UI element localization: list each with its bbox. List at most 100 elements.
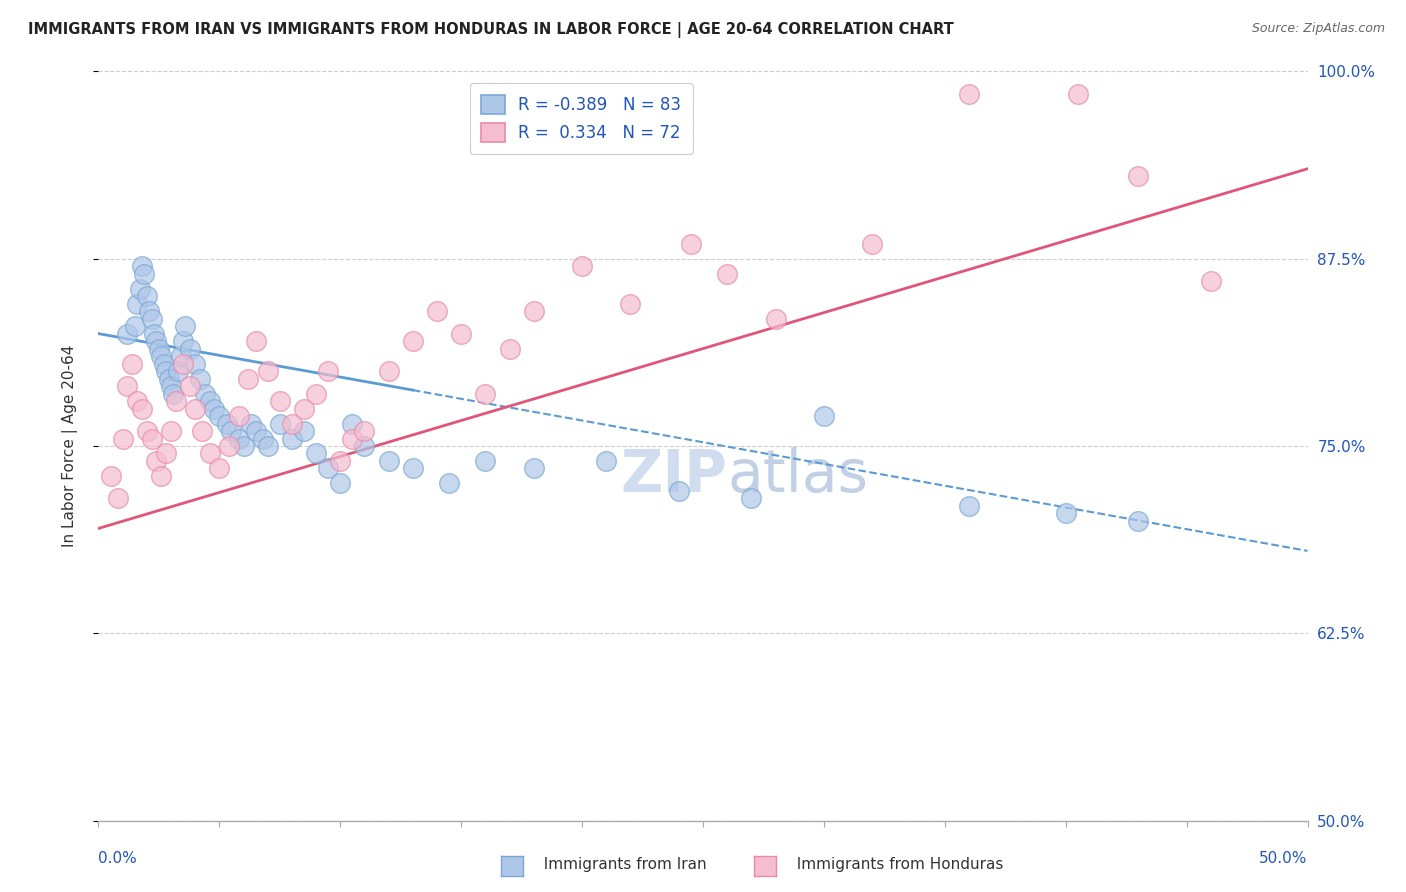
- Point: [208, 409, 231, 423]
- Point: [150, 349, 173, 363]
- Text: Immigrants from Honduras: Immigrants from Honduras: [787, 857, 1004, 872]
- Point: [215, 417, 238, 431]
- Point: [179, 379, 201, 393]
- Point: [124, 319, 146, 334]
- Point: [342, 432, 364, 446]
- Point: [245, 334, 267, 348]
- Point: [198, 446, 221, 460]
- Point: [239, 417, 262, 431]
- Point: [571, 259, 593, 273]
- Point: [148, 342, 170, 356]
- Point: [281, 417, 304, 431]
- Point: [1128, 514, 1150, 528]
- Point: [162, 386, 184, 401]
- Point: [100, 469, 122, 483]
- Point: [198, 394, 221, 409]
- Point: [292, 424, 315, 438]
- Point: [145, 454, 167, 468]
- Point: [191, 424, 214, 438]
- Point: [155, 364, 177, 378]
- Text: ZIP: ZIP: [620, 448, 727, 505]
- Point: [157, 371, 180, 385]
- Point: [169, 349, 191, 363]
- Point: [765, 311, 787, 326]
- Point: [523, 461, 546, 475]
- Point: [160, 424, 183, 438]
- Point: [188, 371, 211, 385]
- Point: [160, 379, 183, 393]
- Point: [256, 439, 278, 453]
- Point: [117, 379, 139, 393]
- Point: [238, 371, 260, 385]
- Point: [131, 259, 153, 273]
- Point: [184, 401, 207, 416]
- Point: [474, 386, 496, 401]
- Point: [134, 267, 156, 281]
- Point: [245, 424, 267, 438]
- Point: [498, 342, 520, 356]
- Point: [141, 311, 163, 326]
- Point: [269, 417, 291, 431]
- Point: [208, 461, 231, 475]
- Point: [167, 364, 190, 378]
- Point: [292, 401, 315, 416]
- Point: [121, 357, 143, 371]
- Point: [305, 386, 328, 401]
- Text: atlas: atlas: [727, 448, 868, 505]
- Point: [145, 334, 167, 348]
- Point: [179, 342, 201, 356]
- Point: [138, 304, 160, 318]
- Point: [377, 364, 399, 378]
- Text: Immigrants from Iran: Immigrants from Iran: [534, 857, 707, 872]
- Point: [353, 424, 375, 438]
- Point: [172, 334, 194, 348]
- Point: [1128, 169, 1150, 184]
- Point: [135, 424, 157, 438]
- Point: [127, 394, 149, 409]
- Point: [174, 319, 197, 334]
- Point: [402, 334, 425, 348]
- Point: [402, 461, 425, 475]
- Text: 50.0%: 50.0%: [1260, 851, 1308, 866]
- Point: [228, 432, 250, 446]
- Point: [107, 491, 129, 506]
- Point: [155, 446, 177, 460]
- Point: [740, 491, 762, 506]
- Text: IMMIGRANTS FROM IRAN VS IMMIGRANTS FROM HONDURAS IN LABOR FORCE | AGE 20-64 CORR: IMMIGRANTS FROM IRAN VS IMMIGRANTS FROM …: [28, 22, 953, 38]
- Point: [172, 357, 194, 371]
- Point: [668, 483, 690, 498]
- Point: [1199, 274, 1222, 288]
- Point: [957, 87, 980, 101]
- Point: [329, 476, 352, 491]
- Point: [316, 461, 339, 475]
- Point: [474, 454, 496, 468]
- Point: [152, 357, 174, 371]
- Point: [329, 454, 352, 468]
- Text: 0.0%: 0.0%: [98, 851, 138, 866]
- Point: [595, 454, 617, 468]
- Point: [269, 394, 291, 409]
- Point: [426, 304, 449, 318]
- Point: [716, 267, 738, 281]
- Point: [281, 432, 304, 446]
- Y-axis label: In Labor Force | Age 20-64: In Labor Force | Age 20-64: [62, 345, 77, 547]
- Point: [813, 409, 835, 423]
- Point: [232, 439, 254, 453]
- Point: [135, 289, 157, 303]
- Text: Source: ZipAtlas.com: Source: ZipAtlas.com: [1251, 22, 1385, 36]
- Point: [256, 364, 278, 378]
- Point: [143, 326, 166, 341]
- Point: [150, 469, 173, 483]
- Point: [353, 439, 375, 453]
- Point: [165, 394, 187, 409]
- Point: [131, 401, 153, 416]
- Legend: R = -0.389   N = 83, R =  0.334   N = 72: R = -0.389 N = 83, R = 0.334 N = 72: [470, 84, 693, 153]
- Point: [450, 326, 472, 341]
- Point: [342, 417, 364, 431]
- Point: [377, 454, 399, 468]
- Point: [111, 432, 134, 446]
- Point: [437, 476, 460, 491]
- Point: [127, 296, 149, 310]
- Point: [1067, 87, 1090, 101]
- Point: [316, 364, 339, 378]
